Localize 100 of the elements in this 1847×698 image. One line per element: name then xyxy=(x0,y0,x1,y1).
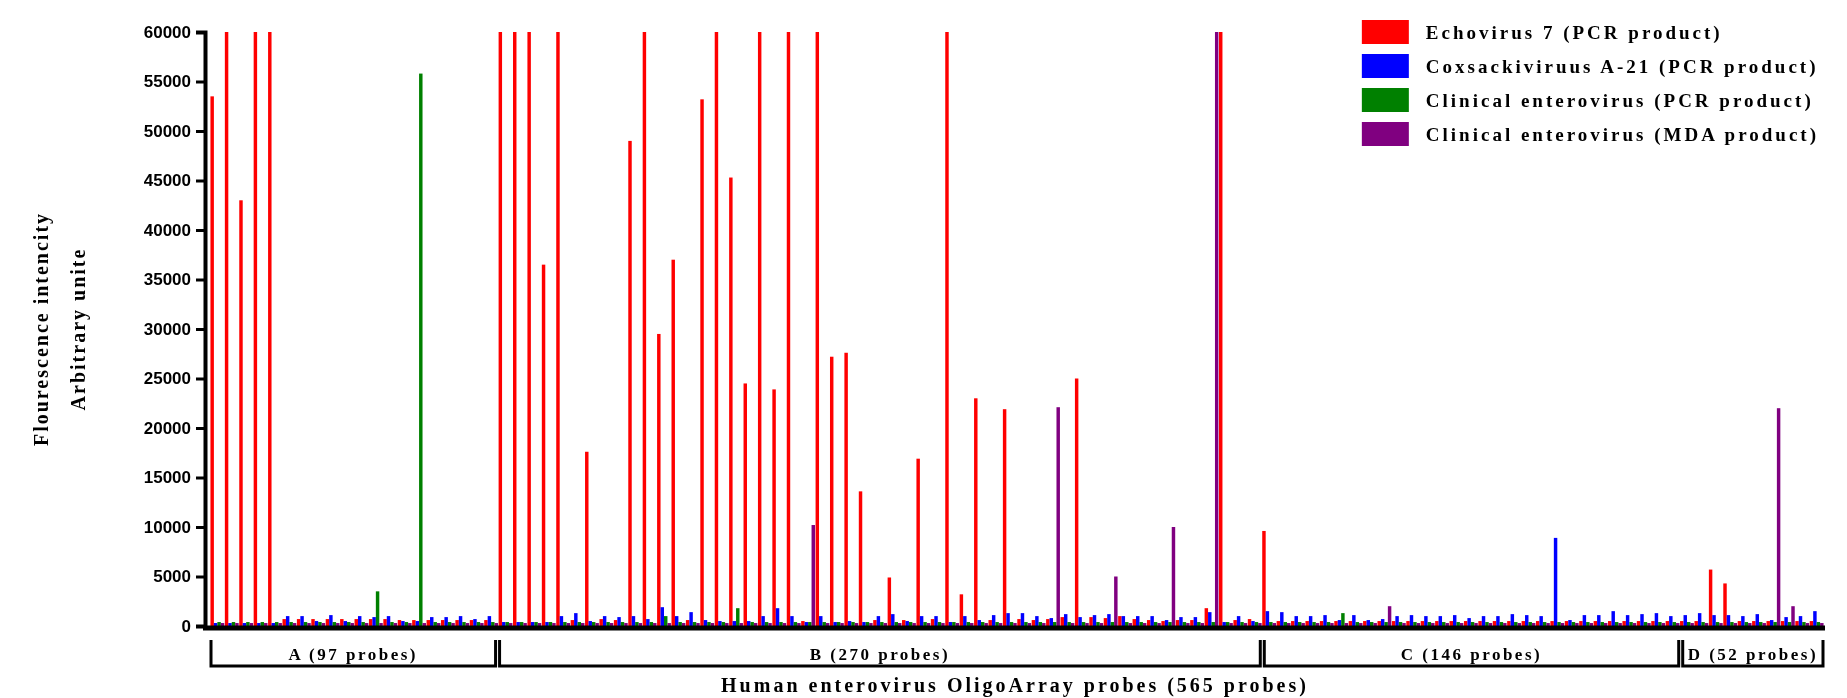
bar xyxy=(1791,606,1795,626)
bar xyxy=(825,623,830,626)
bar xyxy=(1179,617,1183,626)
bar xyxy=(1611,611,1615,626)
bar xyxy=(833,622,837,626)
bar xyxy=(1629,622,1633,626)
bar xyxy=(1272,623,1277,626)
bar xyxy=(955,623,960,626)
bar xyxy=(1070,623,1075,626)
bar xyxy=(1200,623,1205,626)
bar xyxy=(1773,622,1777,626)
bar xyxy=(1114,576,1118,626)
bar xyxy=(897,623,902,626)
bar xyxy=(300,616,304,626)
bar xyxy=(235,623,239,626)
bar xyxy=(1323,615,1327,626)
bar xyxy=(379,623,383,626)
bar xyxy=(1208,612,1212,626)
bar xyxy=(1528,622,1532,626)
bar xyxy=(1157,623,1161,626)
bar xyxy=(1546,623,1550,626)
y-tick-label: 25000 xyxy=(143,369,191,389)
bar xyxy=(995,622,999,626)
bar xyxy=(1056,407,1060,626)
bar xyxy=(246,622,250,626)
bar xyxy=(336,623,340,626)
bar xyxy=(1560,623,1565,626)
bar xyxy=(383,619,387,626)
bar xyxy=(1099,623,1104,626)
y-tick-label: 35000 xyxy=(143,270,191,290)
bar xyxy=(321,623,326,626)
bar xyxy=(1640,614,1644,626)
bar xyxy=(1406,621,1410,626)
bar xyxy=(393,623,398,626)
bar xyxy=(1096,622,1100,626)
bar xyxy=(595,623,599,626)
bar xyxy=(808,622,812,626)
bar xyxy=(1280,612,1284,626)
bar xyxy=(1359,623,1363,626)
bar xyxy=(667,623,671,626)
bar xyxy=(239,200,243,626)
bar xyxy=(1258,623,1262,626)
bar xyxy=(840,623,844,626)
bar xyxy=(1820,623,1824,626)
bar xyxy=(574,613,578,626)
bar xyxy=(1416,623,1421,626)
bar xyxy=(556,32,560,626)
bar xyxy=(1035,616,1039,626)
bar xyxy=(646,619,650,626)
bar xyxy=(1078,617,1082,626)
bar xyxy=(1784,617,1788,626)
bar xyxy=(1467,618,1471,626)
bar xyxy=(1269,622,1273,626)
bar xyxy=(473,619,477,626)
bar xyxy=(1027,623,1032,626)
y-tick-label: 5000 xyxy=(153,567,191,587)
bar xyxy=(1669,616,1673,626)
bar xyxy=(1647,623,1651,626)
bar xyxy=(451,623,455,626)
bar xyxy=(1413,622,1417,626)
bar xyxy=(390,622,394,626)
bar xyxy=(923,622,927,626)
bar xyxy=(653,623,657,626)
bar xyxy=(433,622,437,626)
bar xyxy=(242,623,247,626)
bar xyxy=(1017,619,1021,626)
bar xyxy=(422,623,426,626)
bar xyxy=(869,623,873,626)
bar xyxy=(516,622,520,626)
bar xyxy=(1240,622,1244,626)
bar xyxy=(282,619,286,626)
bar xyxy=(1395,616,1399,626)
bar xyxy=(249,623,254,626)
bar xyxy=(462,622,466,626)
bar xyxy=(268,32,272,626)
bar xyxy=(1013,623,1017,626)
bar xyxy=(455,620,459,626)
bar xyxy=(1622,621,1626,626)
bar xyxy=(681,623,686,626)
text: C (146 probes) xyxy=(1400,645,1543,664)
bar xyxy=(412,620,416,626)
bar xyxy=(1478,621,1482,626)
bar xyxy=(772,389,776,626)
bar xyxy=(822,622,826,626)
bar xyxy=(1006,613,1010,626)
bar xyxy=(1618,623,1622,626)
bar xyxy=(1539,616,1543,626)
bar xyxy=(537,623,542,626)
bar xyxy=(1496,616,1500,626)
bar xyxy=(599,619,603,626)
bar xyxy=(974,398,978,626)
bar xyxy=(1676,623,1680,626)
bar xyxy=(1229,623,1233,626)
text: B (270 probes) xyxy=(809,645,951,664)
bar xyxy=(678,622,682,626)
bar xyxy=(1474,623,1478,626)
bar xyxy=(1704,623,1709,626)
bar xyxy=(1341,613,1345,626)
bar xyxy=(1568,620,1572,626)
bar xyxy=(696,623,700,626)
